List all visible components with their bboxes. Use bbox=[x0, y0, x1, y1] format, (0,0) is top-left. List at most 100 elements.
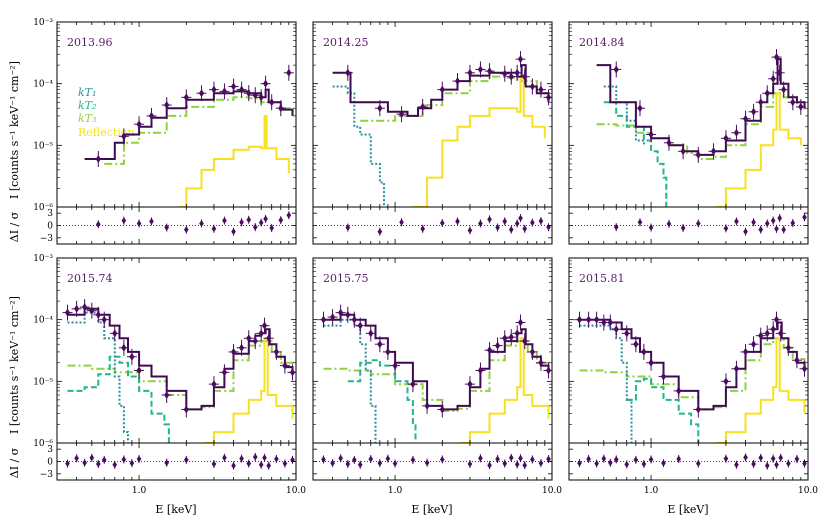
data-point bbox=[648, 358, 654, 367]
x-axis-label-2: E [keV] bbox=[411, 503, 452, 516]
x-tick-label: 1.0 bbox=[644, 486, 659, 496]
kt2-curve bbox=[626, 377, 700, 443]
panel-1: 10⁻⁶ 10⁻⁵ 10⁻⁴ 10⁻³ 3 0 −3 2013.96 bbox=[33, 18, 297, 245]
residual-point bbox=[231, 228, 236, 236]
data-point bbox=[576, 315, 583, 324]
data-point bbox=[258, 93, 264, 102]
data-point bbox=[467, 68, 473, 77]
epoch-label: 2015.81 bbox=[579, 272, 625, 285]
kt1-curve bbox=[603, 85, 645, 146]
residual-point bbox=[502, 217, 508, 225]
residual-point bbox=[751, 218, 756, 226]
y-tick-label: 10⁻⁶ bbox=[33, 439, 53, 449]
panel-3: 2014.84 bbox=[568, 21, 809, 245]
data-point bbox=[742, 347, 749, 356]
data-points bbox=[574, 311, 808, 418]
data-point bbox=[750, 340, 757, 349]
residual-point bbox=[508, 454, 514, 462]
residual-point bbox=[164, 224, 169, 232]
residual-points bbox=[65, 452, 295, 470]
residual-point bbox=[514, 460, 520, 468]
data-point bbox=[586, 315, 592, 324]
residual-point bbox=[467, 460, 473, 468]
data-point bbox=[545, 93, 552, 102]
data-point bbox=[377, 340, 383, 349]
kt2-curve bbox=[347, 359, 417, 443]
residual-point bbox=[518, 214, 523, 222]
y-tick-label: 10⁻³ bbox=[33, 254, 53, 264]
data-point bbox=[723, 377, 729, 386]
data-point bbox=[258, 329, 264, 338]
residual-point bbox=[184, 456, 189, 464]
data-point bbox=[95, 155, 101, 164]
data-point bbox=[477, 65, 484, 74]
residual-point bbox=[420, 225, 425, 233]
data-point bbox=[398, 110, 405, 119]
residual-point bbox=[121, 455, 127, 463]
data-point bbox=[183, 93, 189, 102]
data-point bbox=[74, 304, 80, 313]
data-point bbox=[750, 107, 757, 116]
kt1-curve bbox=[579, 324, 633, 443]
residual-point bbox=[495, 224, 500, 232]
kt3-curve bbox=[67, 340, 294, 411]
data-point bbox=[733, 364, 740, 373]
data-point bbox=[486, 67, 493, 76]
data-point bbox=[252, 337, 258, 346]
residual-point bbox=[338, 454, 343, 462]
residual-point bbox=[164, 459, 169, 467]
x-tick-label: 10.0 bbox=[798, 486, 818, 496]
kt2-curve bbox=[67, 355, 170, 443]
residual-point bbox=[136, 455, 142, 463]
data-point bbox=[641, 347, 647, 356]
residual-point bbox=[399, 218, 404, 226]
data-point bbox=[368, 329, 374, 338]
residual-point bbox=[96, 460, 101, 468]
residual-point bbox=[269, 224, 274, 232]
data-point bbox=[278, 104, 284, 113]
residual-point bbox=[377, 459, 383, 467]
data-points bbox=[342, 51, 552, 123]
model-curves bbox=[67, 307, 294, 443]
data-point bbox=[777, 68, 783, 77]
kt1-curve bbox=[67, 311, 129, 443]
residual-point bbox=[352, 456, 357, 464]
reflection-curve bbox=[412, 77, 546, 207]
residual-point bbox=[723, 455, 729, 463]
data-point bbox=[790, 98, 796, 107]
data-point bbox=[183, 405, 189, 414]
residual-point bbox=[65, 460, 70, 468]
epoch-label: 2014.25 bbox=[323, 36, 369, 49]
residual-point bbox=[239, 218, 244, 226]
x-tick-label: 10.0 bbox=[542, 486, 562, 496]
kt3-curve bbox=[323, 340, 550, 412]
residual-point bbox=[96, 220, 101, 228]
data-point bbox=[502, 69, 508, 78]
y-tick-label: 10⁻⁵ bbox=[33, 141, 53, 151]
residual-point bbox=[794, 455, 800, 463]
residual-point bbox=[723, 224, 729, 232]
residual-point bbox=[368, 455, 374, 463]
data-point bbox=[261, 321, 268, 330]
residual-point bbox=[129, 459, 135, 467]
resid-tick-label: 0 bbox=[47, 458, 53, 468]
resid-tick-label: −3 bbox=[40, 470, 54, 480]
data-point bbox=[773, 53, 780, 62]
data-point bbox=[211, 85, 217, 94]
residual-point bbox=[377, 228, 383, 236]
residual-point bbox=[112, 461, 118, 469]
y-axis-label-top: I [counts s⁻¹ keV⁻¹ cm⁻²] bbox=[8, 61, 21, 199]
residual-point bbox=[666, 220, 672, 228]
data-point bbox=[798, 102, 804, 111]
residual-point bbox=[345, 460, 351, 468]
data-point bbox=[89, 306, 95, 315]
data-point bbox=[529, 82, 535, 91]
residual-point bbox=[613, 223, 619, 231]
data-point bbox=[121, 343, 127, 352]
residual-point bbox=[802, 213, 807, 221]
legend-reflection: Reflection bbox=[78, 126, 134, 139]
data-point bbox=[742, 114, 749, 123]
data-point bbox=[486, 346, 493, 355]
residual-label-bottom: ΔI / σ bbox=[8, 447, 21, 478]
residual-point bbox=[696, 219, 701, 227]
